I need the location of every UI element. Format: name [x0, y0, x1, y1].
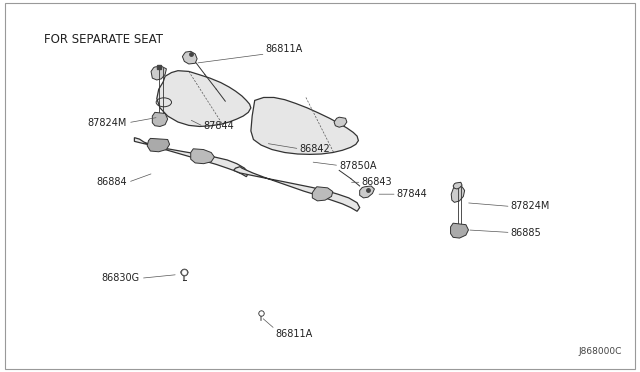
Text: 87824M: 87824M	[511, 202, 550, 211]
Polygon shape	[453, 182, 462, 189]
Text: 86811A: 86811A	[266, 44, 303, 54]
Polygon shape	[312, 187, 333, 201]
Polygon shape	[251, 97, 358, 154]
Polygon shape	[151, 66, 166, 80]
Polygon shape	[134, 138, 248, 177]
Polygon shape	[152, 112, 168, 126]
Text: 86843: 86843	[362, 177, 392, 187]
Polygon shape	[451, 223, 468, 238]
Text: 86884: 86884	[96, 177, 127, 187]
Text: 87850A: 87850A	[339, 161, 377, 170]
Text: FOR SEPARATE SEAT: FOR SEPARATE SEAT	[44, 33, 163, 45]
Text: 86842: 86842	[300, 144, 330, 154]
Text: J868000C: J868000C	[579, 347, 622, 356]
Text: 87844: 87844	[397, 189, 428, 199]
Text: 87824M: 87824M	[87, 118, 127, 128]
Polygon shape	[234, 167, 360, 211]
Text: 86830G: 86830G	[101, 273, 140, 283]
Polygon shape	[451, 186, 465, 202]
Text: 87844: 87844	[204, 122, 234, 131]
Polygon shape	[191, 149, 214, 164]
Text: 86885: 86885	[511, 228, 541, 237]
Polygon shape	[147, 138, 170, 152]
Text: 86811A: 86811A	[275, 329, 312, 339]
Polygon shape	[360, 186, 374, 198]
Polygon shape	[182, 51, 197, 64]
Polygon shape	[334, 117, 347, 127]
Polygon shape	[157, 71, 251, 126]
